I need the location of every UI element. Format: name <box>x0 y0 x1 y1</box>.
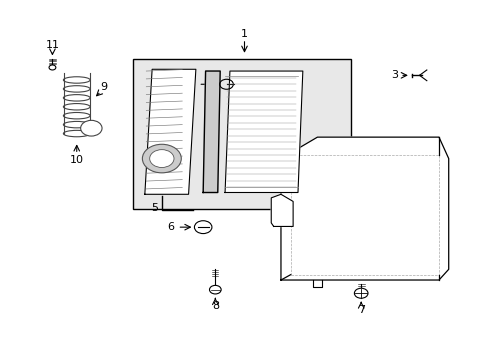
Text: 7: 7 <box>357 305 364 315</box>
Polygon shape <box>224 71 302 193</box>
Circle shape <box>194 221 211 234</box>
Text: 5: 5 <box>151 203 158 213</box>
Text: 6: 6 <box>167 222 174 232</box>
Circle shape <box>149 150 174 167</box>
Bar <box>132 59 351 208</box>
Text: 3: 3 <box>390 70 397 80</box>
Text: 2: 2 <box>187 79 194 89</box>
Polygon shape <box>271 194 292 226</box>
Circle shape <box>142 144 181 173</box>
Polygon shape <box>203 71 220 193</box>
Text: 8: 8 <box>211 301 219 311</box>
Text: 11: 11 <box>45 40 60 50</box>
Text: 10: 10 <box>70 156 83 165</box>
Text: 1: 1 <box>241 28 247 39</box>
Text: 9: 9 <box>100 82 107 92</box>
Polygon shape <box>281 137 448 280</box>
Circle shape <box>354 288 367 298</box>
Circle shape <box>209 285 221 294</box>
Circle shape <box>81 120 102 136</box>
Circle shape <box>49 65 56 70</box>
Text: 4: 4 <box>209 100 216 110</box>
Polygon shape <box>144 69 196 194</box>
